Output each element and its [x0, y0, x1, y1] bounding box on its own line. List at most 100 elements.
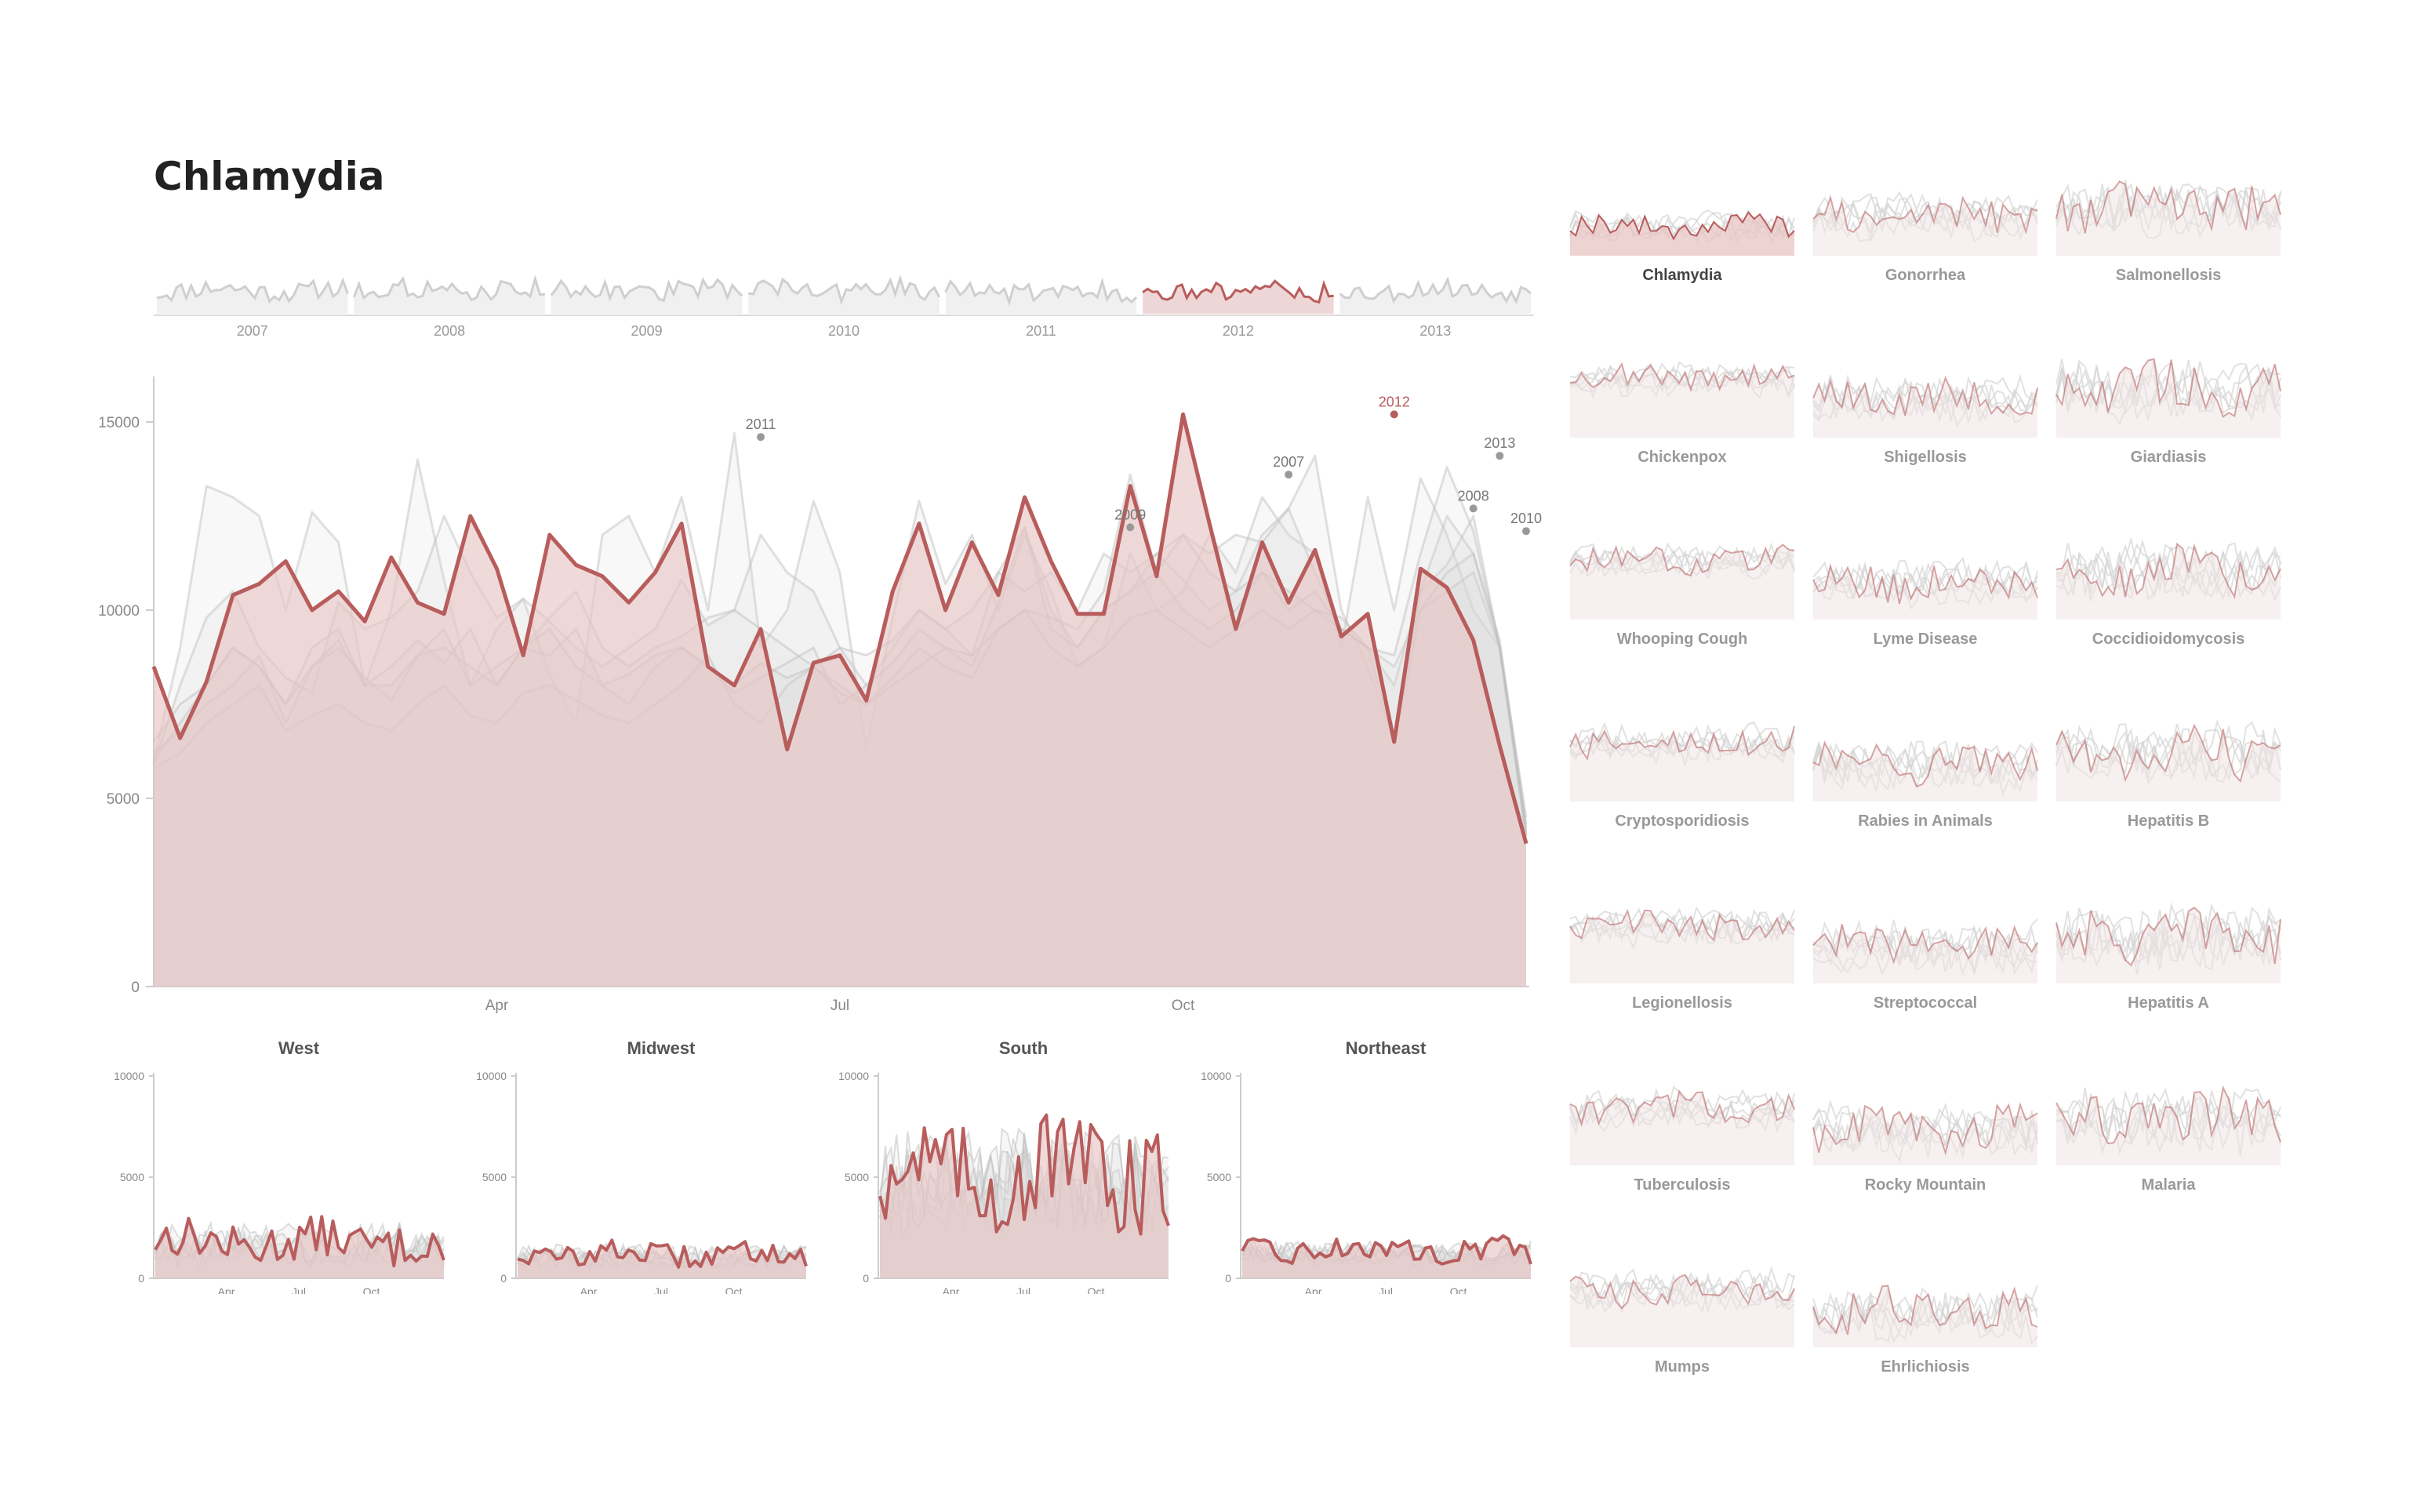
- x-tick-label: Apr: [580, 1285, 598, 1294]
- disease-tile-salmonellosis[interactable]: Salmonellosis: [2055, 149, 2282, 290]
- disease-tile-coccidioidomycosis[interactable]: Coccidioidomycosis: [2055, 513, 2282, 654]
- disease-tile-tuberculosis[interactable]: Tuberculosis: [1568, 1059, 1796, 1200]
- region-chart-northeast: Northeast 0 5000 10000 Apr Jul Oct: [1201, 1038, 1532, 1294]
- x-tick-label: Jul: [292, 1285, 306, 1294]
- timeline-area: [1339, 279, 1531, 314]
- y-tick-label: 10000: [1201, 1070, 1231, 1082]
- y-tick-label: 5000: [120, 1171, 144, 1183]
- peak-marker: [1496, 452, 1504, 460]
- series-area: [154, 414, 1526, 987]
- x-tick-label: Jul: [1016, 1285, 1030, 1294]
- disease-tile-label: Chickenpox: [1637, 449, 1727, 466]
- disease-tile-hepatitis-a[interactable]: Hepatitis A: [2055, 877, 2282, 1018]
- x-tick-label: Apr: [943, 1285, 960, 1294]
- timeline-line: [944, 277, 1138, 307]
- timeline-year-2011[interactable]: 2011: [944, 277, 1138, 339]
- peak-label: 2007: [1273, 454, 1304, 470]
- y-tick-label: 5000: [1207, 1171, 1231, 1183]
- series-line: [151, 412, 1528, 845]
- timeline-year-label: 2010: [828, 323, 860, 339]
- disease-tile-label: Rocky Mountain: [1864, 1176, 1986, 1194]
- disease-tile-mumps[interactable]: Mumps: [1568, 1241, 1796, 1382]
- y-tick-label: 15000: [98, 415, 140, 431]
- region-selected-area: [155, 1216, 444, 1278]
- disease-tile-rabies-in-animals[interactable]: Rabies in Animals: [1812, 695, 2039, 836]
- disease-tile-label: Lyme Disease: [1873, 631, 1978, 648]
- disease-sparkline: [1812, 740, 2038, 801]
- x-tick-label: Jul: [1379, 1285, 1393, 1294]
- timeline-year-label: 2007: [237, 323, 268, 339]
- region-selected-line: [517, 1238, 808, 1269]
- disease-tile-label: Streptococcal: [1873, 994, 1978, 1012]
- disease-tile-giardiasis[interactable]: Giardiasis: [2055, 331, 2282, 472]
- disease-tile-label: Legionellosis: [1632, 994, 1732, 1012]
- disease-tile-rocky-mountain[interactable]: Rocky Mountain: [1812, 1059, 2039, 1200]
- disease-sparkline: [1569, 1085, 1795, 1165]
- disease-sparkline: [2055, 358, 2281, 438]
- year-timeline[interactable]: 2007 2008 2009 2010 2011 2012 2013: [154, 235, 1534, 345]
- disease-tile-whooping-cough[interactable]: Whooping Cough: [1568, 513, 1796, 654]
- disease-sparkline: [1569, 906, 1795, 983]
- y-tick-label: 10000: [838, 1070, 869, 1082]
- timeline-year-2008[interactable]: 2008: [352, 274, 546, 339]
- x-tick-label: Apr: [1305, 1285, 1322, 1294]
- peak-label: 2008: [1458, 488, 1489, 503]
- timeline-year-label: 2011: [1026, 323, 1056, 339]
- peak-label: 2011: [746, 416, 776, 432]
- disease-tile-label: Malaria: [2141, 1176, 2196, 1194]
- disease-sparkline: [1812, 373, 2038, 438]
- timeline-year-2013[interactable]: 2013: [1339, 276, 1532, 340]
- disease-tile-lyme-disease[interactable]: Lyme Disease: [1812, 513, 2039, 654]
- timeline-line: [352, 274, 546, 302]
- disease-sparkline: [1569, 721, 1795, 801]
- timeline-year-2010[interactable]: 2010: [748, 274, 941, 339]
- disease-tile-ehrlichiosis[interactable]: Ehrlichiosis: [1812, 1241, 2039, 1382]
- x-tick-label: Oct: [363, 1285, 380, 1294]
- peak-annotation-2011: 2011: [746, 416, 776, 442]
- disease-tile-cryptosporidiosis[interactable]: Cryptosporidiosis: [1568, 695, 1796, 836]
- peak-marker: [1522, 527, 1530, 536]
- timeline-area: [1143, 281, 1334, 314]
- disease-tile-chlamydia[interactable]: Chlamydia: [1568, 149, 1796, 290]
- timeline-area: [157, 280, 348, 314]
- y-tick-label: 0: [131, 980, 140, 996]
- disease-tile-hepatitis-b[interactable]: Hepatitis B: [2055, 695, 2282, 836]
- disease-tile-chickenpox[interactable]: Chickenpox: [1568, 331, 1796, 472]
- disease-sparkline: [1569, 209, 1795, 256]
- peak-annotation-2012: 2012: [1379, 394, 1410, 419]
- x-tick-label: Oct: [1088, 1285, 1105, 1294]
- disease-tile-label: Mumps: [1655, 1358, 1710, 1376]
- disease-tile-gonorrhea[interactable]: Gonorrhea: [1812, 149, 2039, 290]
- timeline-year-2012[interactable]: 2012: [1142, 279, 1334, 339]
- peak-annotation-2008: 2008: [1458, 488, 1489, 513]
- timeline-line: [1142, 279, 1334, 304]
- disease-tile-streptococcal[interactable]: Streptococcal: [1812, 877, 2039, 1018]
- timeline-year-label: 2009: [631, 323, 663, 339]
- disease-tile-shigellosis[interactable]: Shigellosis: [1812, 331, 2039, 472]
- main-chart: 0 5000 10000 15000 Apr Jul Oct 2011 2009 2007 2012…: [98, 376, 1542, 1014]
- disease-tile-label: Hepatitis B: [2127, 812, 2210, 830]
- region-selected-area: [880, 1114, 1169, 1278]
- peak-label: 2013: [1484, 435, 1515, 451]
- disease-grid: Chlamydia Gonorrhea Salmonellosis Chickenpo…: [1568, 149, 2306, 1388]
- series-2012[interactable]: [151, 412, 1528, 987]
- disease-tile-label: Giardiasis: [2130, 449, 2207, 466]
- disease-tile-label: Whooping Cough: [1616, 631, 1748, 648]
- timeline-year-2009[interactable]: 2009: [550, 277, 743, 339]
- y-tick-label: 10000: [98, 603, 140, 620]
- disease-tile-legionellosis[interactable]: Legionellosis: [1568, 877, 1796, 1018]
- peak-annotation-2009: 2009: [1114, 507, 1146, 532]
- region-chart-west: West 0 5000 10000 Apr Jul Oct: [114, 1038, 445, 1294]
- peak-label: 2009: [1114, 507, 1146, 522]
- region-selected-line: [878, 1113, 1170, 1236]
- disease-tile-label: Tuberculosis: [1634, 1176, 1731, 1194]
- timeline-area: [551, 279, 743, 314]
- disease-tile-malaria[interactable]: Malaria: [2055, 1059, 2282, 1200]
- peak-marker: [1285, 471, 1293, 479]
- peak-marker: [1390, 410, 1398, 419]
- timeline-year-2007[interactable]: 2007: [156, 277, 349, 339]
- peak-label: 2010: [1510, 511, 1542, 526]
- region-selected-line: [1241, 1234, 1532, 1266]
- x-tick-label: Jul: [831, 998, 849, 1014]
